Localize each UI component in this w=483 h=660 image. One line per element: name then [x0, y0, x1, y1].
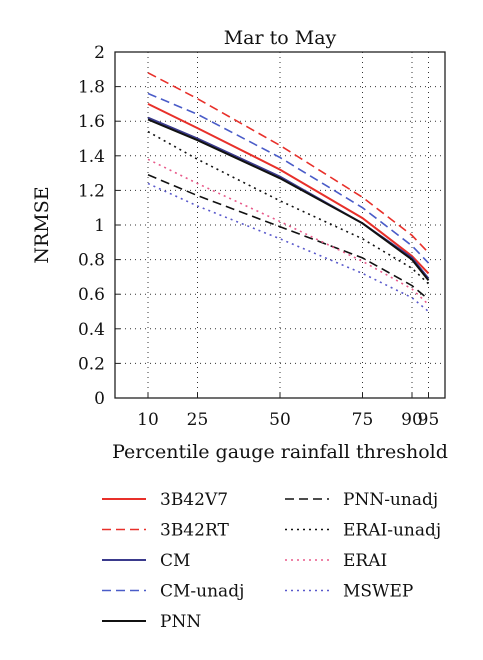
grid: [115, 52, 445, 398]
y-tick-label: 1.4: [78, 147, 105, 167]
legend-label: CM: [160, 551, 190, 571]
y-tick-label: 0: [94, 389, 105, 409]
x-tick-label: 10: [137, 410, 159, 430]
series-line-cm: [147, 116, 430, 280]
y-tick-label: 1: [94, 216, 105, 236]
x-axis-label: Percentile gauge rainfall threshold: [112, 441, 448, 463]
legend-label: 3B42RT: [160, 521, 229, 541]
series-line-erai-unadj: [147, 130, 430, 285]
legend: 3B42V7 3B42RT CM CM-unadj PNN PNN-unadj ERAI-u…: [102, 490, 441, 632]
series-line-pnn-unadj: [147, 174, 430, 301]
legend-label: 3B42V7: [160, 490, 228, 510]
x-tick-label: 50: [269, 410, 291, 430]
legend-label: MSWEP: [343, 582, 413, 602]
chart-title: Mar to May: [224, 27, 337, 49]
y-tick-label: 0.4: [78, 320, 105, 340]
y-tick-label: 0.6: [78, 285, 105, 305]
series-line-cm-unadj: [147, 92, 430, 264]
y-tick-label: 1.8: [78, 78, 105, 98]
y-tick-label: 2: [94, 43, 105, 63]
y-tick-label: 0.8: [78, 251, 105, 271]
y-tick-label: 1.6: [78, 112, 105, 132]
legend-label: PNN: [160, 612, 201, 632]
series-line-3b42v7: [147, 103, 430, 275]
x-tick-label: 95: [418, 410, 440, 430]
y-tick-label: 1.2: [78, 181, 105, 201]
legend-label: ERAI-unadj: [343, 521, 441, 541]
y-axis-label: NRMSE: [31, 186, 53, 263]
series-line-3b42rt: [147, 72, 430, 254]
legend-label: CM-unadj: [160, 582, 244, 602]
legend-label: ERAI: [343, 551, 387, 571]
x-tick-label: 75: [352, 410, 374, 430]
series-line-pnn: [147, 118, 430, 282]
series-line-mswep: [147, 182, 430, 313]
x-tick-label: 25: [187, 410, 209, 430]
x-tick-label: 90: [401, 410, 423, 430]
legend-label: PNN-unadj: [343, 490, 438, 510]
y-tick-label: 0.2: [78, 354, 105, 374]
series-lines: [147, 72, 430, 313]
